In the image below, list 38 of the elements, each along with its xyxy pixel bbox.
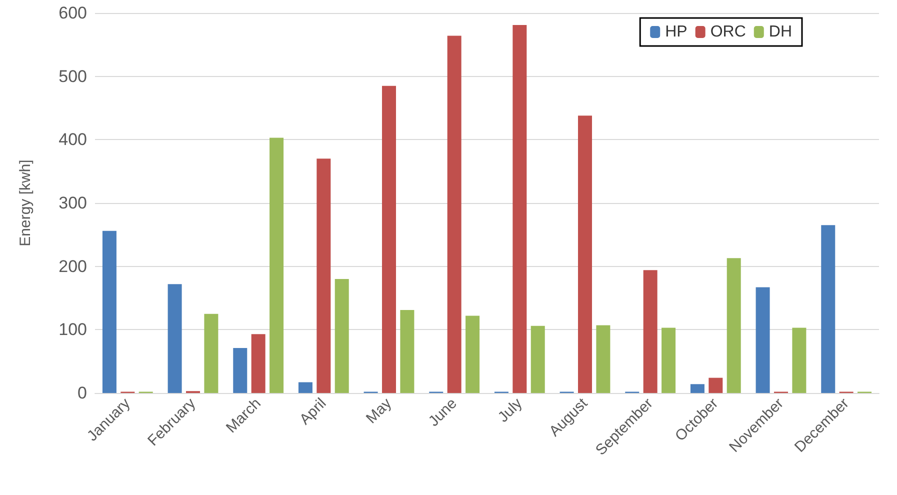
bar [334,279,349,393]
x-tick-label: May [362,394,396,428]
bar [102,230,116,393]
bar [821,225,836,393]
y-tick-label: 400 [58,130,87,150]
bar [204,314,218,393]
bar [168,284,182,393]
x-tick-label: July [494,394,526,426]
bar [690,384,704,393]
bar [270,138,284,393]
bar [251,334,266,393]
bar [316,158,331,393]
y-tick-label: 0 [78,384,87,402]
bar [382,86,396,393]
bar [578,116,592,393]
bar [530,326,545,393]
bar [400,310,414,393]
bar [756,287,770,393]
bar [447,36,462,393]
bar [643,270,658,393]
y-axis-title: Energy [kwh] [17,160,34,246]
bar [708,378,723,393]
y-tick-label: 200 [58,256,87,276]
legend-label: HP [665,24,688,40]
bar [233,348,248,393]
bar [298,382,312,393]
legend-label: DH [768,24,792,40]
bar [466,316,480,393]
bar [662,328,676,393]
bar [792,328,806,393]
bar [596,325,610,393]
y-tick-label: 100 [58,320,87,340]
y-tick-label: 500 [58,66,87,86]
legend-label: ORC [710,24,746,40]
bar [512,25,527,393]
bar [726,258,741,393]
y-tick-label: 600 [58,4,87,22]
y-tick-label: 300 [58,194,87,212]
